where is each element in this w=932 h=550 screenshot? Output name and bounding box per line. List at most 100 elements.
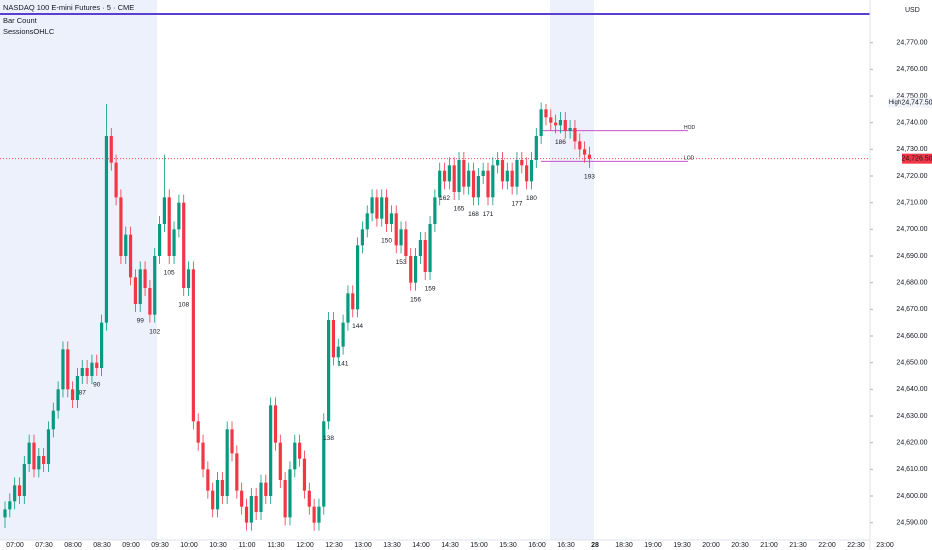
- bar-count-label: 162: [439, 195, 450, 202]
- candle-body: [177, 202, 181, 230]
- candle-body: [409, 256, 413, 283]
- candle-body: [27, 442, 31, 464]
- high-badge-name-bg: [888, 97, 902, 108]
- candle-body: [452, 165, 456, 192]
- candle-body: [100, 322, 104, 368]
- candle-body: [244, 506, 249, 523]
- bar-count-label: 102: [149, 328, 160, 335]
- candle-body: [90, 362, 94, 376]
- candle-body: [220, 480, 224, 496]
- candle-body: [578, 141, 582, 150]
- candle-body: [109, 136, 113, 163]
- x-tick-label: 07:00: [6, 542, 24, 549]
- bar-count-label: 105: [164, 270, 175, 277]
- candle-body: [71, 389, 75, 400]
- y-tick-label: 24,650.00: [896, 360, 927, 367]
- bar-count-label: 186: [555, 139, 566, 146]
- bar-count-label: 171: [483, 211, 494, 218]
- y-tick-label: 24,670.00: [896, 306, 927, 313]
- candle-body: [404, 229, 408, 256]
- y-tick-label: 24,730.00: [896, 146, 927, 153]
- candle-body: [148, 288, 152, 315]
- candle-body: [418, 240, 422, 256]
- high-badge-label: 24,747.50: [901, 100, 932, 107]
- bar-count-label: 99: [137, 318, 145, 325]
- x-tick-label: 13:30: [383, 542, 401, 549]
- indicator-label: SessionsOHLC: [3, 27, 55, 36]
- candle-body: [312, 506, 316, 523]
- x-tick-label: 07:30: [35, 542, 53, 549]
- last-price-label: 24,726.50: [901, 156, 932, 163]
- x-tick-label: 21:30: [789, 542, 807, 549]
- session-level-label: HOD: [684, 125, 696, 131]
- bar-count-label: 138: [323, 435, 334, 442]
- candle-body: [211, 490, 215, 510]
- candle-body: [433, 197, 437, 224]
- candle-body: [167, 197, 171, 256]
- bar-count-label: 180: [526, 195, 537, 202]
- candle-body: [182, 202, 186, 288]
- y-tick-label: 24,700.00: [896, 226, 927, 233]
- chart-title: NASDAQ 100 E-mini Futures · 5 · CME: [3, 3, 134, 12]
- candle-body: [283, 480, 287, 518]
- candle-body: [215, 480, 220, 510]
- y-tick-label: 24,760.00: [896, 66, 927, 73]
- bar-count-label: 87: [79, 390, 87, 397]
- candle-body: [423, 240, 427, 272]
- candle-body: [114, 162, 118, 198]
- x-tick-label: 22:00: [818, 542, 836, 549]
- candle-body: [573, 128, 577, 142]
- candle-body: [558, 120, 563, 126]
- candle-body: [442, 170, 447, 182]
- candle-body: [380, 197, 384, 219]
- candle-body: [259, 482, 263, 512]
- x-tick-label: 19:00: [644, 542, 662, 549]
- candle-body: [399, 229, 403, 246]
- candle-body: [346, 293, 350, 323]
- candle-body: [75, 376, 80, 400]
- x-tick-label: 21:00: [760, 542, 778, 549]
- candle-body: [235, 453, 239, 491]
- candle-body: [370, 197, 374, 214]
- bar-count-label: 156: [410, 296, 421, 303]
- candle-body: [95, 362, 99, 368]
- candle-body: [360, 229, 365, 246]
- y-tick-label: 24,750.00: [896, 93, 927, 100]
- candle-body: [389, 213, 393, 224]
- candle-body: [51, 410, 55, 430]
- candle-body: [119, 197, 123, 256]
- x-tick-label: 09:00: [122, 542, 140, 549]
- candle-body: [394, 213, 398, 246]
- candle-body: [133, 277, 138, 304]
- candle-body: [17, 485, 22, 496]
- bar-count-label: 165: [454, 206, 465, 213]
- candle-body: [355, 245, 360, 310]
- candle-body: [128, 234, 133, 278]
- candle-body: [264, 482, 268, 496]
- x-tick-label: 11:00: [239, 542, 256, 549]
- x-tick-label: 16:00: [528, 542, 546, 549]
- candle-body: [162, 197, 166, 224]
- x-tick-label: 15:00: [470, 542, 488, 549]
- candle-body: [529, 160, 534, 182]
- x-tick-label: 10:30: [209, 542, 227, 549]
- candle-body: [42, 456, 46, 464]
- bar-count-label: 159: [425, 286, 436, 293]
- x-tick-label: 08:30: [93, 542, 111, 549]
- x-tick-label: 16:30: [557, 542, 575, 549]
- bar-count-label: 144: [352, 323, 363, 330]
- candle-body: [8, 501, 12, 510]
- candle-body: [302, 458, 307, 491]
- x-tick-label: 08:00: [64, 542, 82, 549]
- candle-body: [138, 269, 142, 304]
- candle-body: [249, 496, 253, 523]
- session-shade: [0, 0, 157, 540]
- x-tick-label: 12:00: [296, 542, 314, 549]
- y-tick-label: 24,720.00: [896, 173, 927, 180]
- candle-body: [587, 154, 592, 159]
- candle-body: [525, 165, 529, 182]
- y-tick-label: 24,690.00: [896, 253, 927, 260]
- candle-body: [462, 160, 466, 187]
- high-badge-bg: [903, 97, 932, 108]
